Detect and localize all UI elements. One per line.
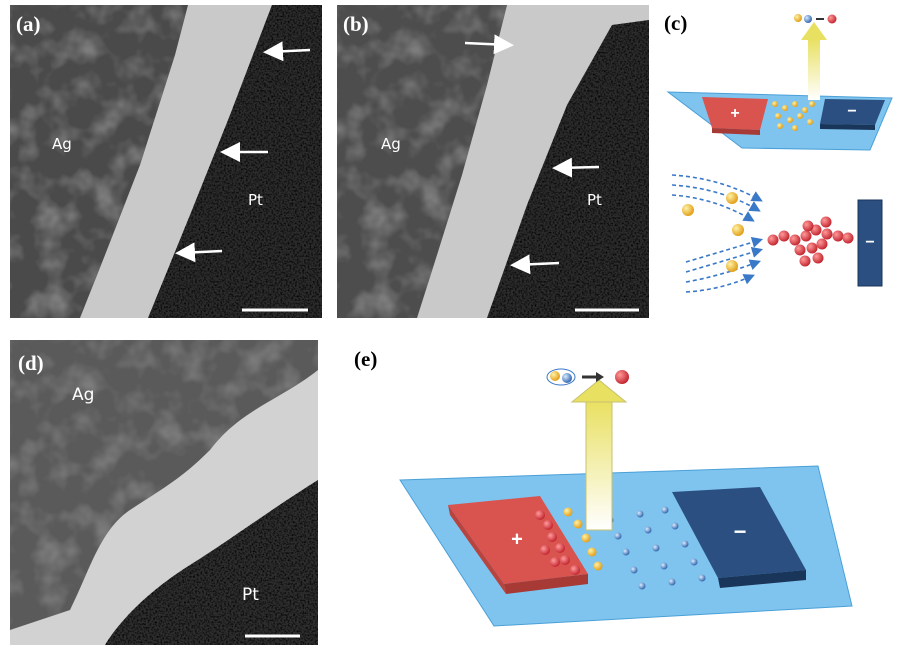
panel-label: (e) [354,347,377,371]
panel-label: (d) [18,351,44,375]
panel-label: (c) [664,11,687,35]
material-label: Pt [587,191,602,209]
material-label: Ag [72,385,94,405]
material-label: Pt [242,585,259,605]
schematic-e: (e) + − [354,347,853,627]
material-label: Ag [381,135,401,153]
electrode-sign: + [730,105,739,122]
electrode-sign: − [865,234,874,251]
micrograph-a: (a) Ag Pt [10,5,322,318]
panel-label: (a) [16,12,41,36]
material-label: Ag [52,135,72,153]
schematic-c: (c) + − − [664,11,893,293]
material-label: Pt [248,191,263,209]
micrograph-b: (b) Ag Pt [337,5,649,318]
micrograph-d: (d) Ag Pt [10,340,318,645]
electrode-sign: − [847,103,856,120]
electrode-sign: + [511,528,523,550]
panel-label: (b) [343,12,369,36]
electrode-sign: − [734,519,747,544]
